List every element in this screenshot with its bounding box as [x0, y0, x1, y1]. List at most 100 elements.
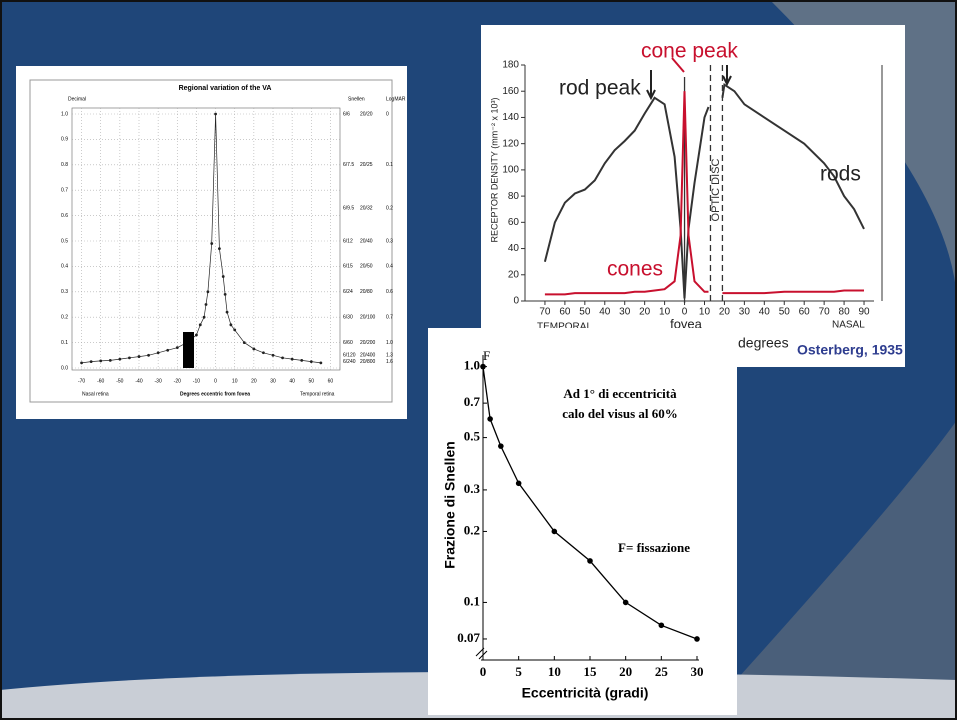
- x-tick-label: 10: [548, 664, 561, 679]
- slide-shape: [700, 0, 957, 720]
- y-tick-label: 0.3: [464, 481, 481, 496]
- data-point: [214, 112, 217, 116]
- y-tick-label: 0.07: [457, 630, 480, 645]
- y-tick-label: 0.2: [464, 522, 480, 537]
- snellen-us-label: 20/200: [360, 340, 376, 346]
- y-tick-label: 0.3: [61, 289, 68, 295]
- data-point: [128, 356, 131, 360]
- logmar-label: 0.1: [386, 162, 393, 168]
- annotation: NASAL: [832, 320, 865, 331]
- annotation: Ad 1° di eccentricità: [563, 386, 677, 401]
- data-point: [99, 359, 103, 363]
- arrow: [646, 70, 656, 101]
- y-tick-label: 0.2: [61, 315, 68, 321]
- y-axis-label: RECEPTOR DENSITY (mm⁻² x 10³): [489, 98, 499, 243]
- snellen-label: 6/9.5: [343, 205, 354, 211]
- data-point: [300, 358, 304, 362]
- data-point: [202, 315, 206, 319]
- snellen-us-label: 20/20: [360, 111, 373, 117]
- x-tick-label: 60: [559, 307, 571, 318]
- x-tick-label: -50: [116, 378, 123, 384]
- logmar-label: 0.6: [386, 289, 393, 295]
- plot-frame: [71, 107, 341, 371]
- x-tick-label: 20: [719, 307, 731, 318]
- slide-shape: [770, 0, 957, 300]
- data-point: [319, 361, 323, 365]
- snellen-us-label: 20/40: [360, 238, 373, 244]
- snellen-us-label: 20/50: [360, 264, 373, 270]
- data-line: [544, 91, 864, 296]
- y-tick-label: 0.0: [61, 365, 68, 371]
- x-tick-label: 0: [214, 378, 217, 384]
- data-point: [242, 341, 246, 344]
- x-tick-label: -60: [97, 378, 104, 384]
- x-tick-label: 30: [739, 307, 751, 318]
- snellen-us-label: 20/25: [360, 162, 373, 168]
- data-point: [108, 358, 112, 362]
- logmar-label: 1.0: [386, 340, 393, 346]
- x-tick-label: 25: [655, 664, 669, 679]
- x-tick-label: 30: [270, 378, 276, 384]
- temporal-note: Temporal retina: [300, 391, 335, 397]
- x-tick-label: -10: [193, 378, 200, 384]
- data-point: [551, 528, 558, 535]
- data-point: [515, 480, 522, 487]
- x-tick-label: 90: [858, 307, 870, 318]
- snellen-label: 6/12: [343, 238, 353, 244]
- y-axis-label: Frazione di Snellen: [442, 441, 458, 569]
- snellen-label: 6/6: [343, 111, 350, 117]
- y-tick-label: 80: [508, 191, 520, 202]
- annotation: fovea: [670, 316, 703, 331]
- x-tick-label: 60: [799, 307, 811, 318]
- data-line: [543, 83, 865, 299]
- chart-panel: [428, 328, 737, 715]
- data-point: [229, 323, 233, 327]
- y-tick-label: 160: [502, 86, 519, 97]
- annotation: calo del visus al 60%: [562, 406, 678, 421]
- y-tick-label: 0.7: [61, 188, 68, 194]
- data-point: [221, 275, 225, 278]
- data-point: [498, 443, 504, 449]
- snellen-label: 6/120: [343, 353, 356, 359]
- data-point: [204, 303, 208, 306]
- data-point: [658, 622, 665, 629]
- x-tick-label: 20: [619, 664, 632, 679]
- x-tick-label: 70: [819, 307, 831, 318]
- data-point: [89, 360, 93, 364]
- x-tick-label: 50: [779, 307, 791, 318]
- x-tick-label: 50: [579, 307, 591, 318]
- y-tick-label: 20: [508, 269, 520, 280]
- x-tick-label: 40: [759, 307, 771, 318]
- data-point: [480, 363, 486, 370]
- data-point: [309, 360, 313, 364]
- data-point: [195, 333, 198, 337]
- logmar-label: 0.3: [386, 238, 393, 244]
- data-point: [206, 290, 210, 294]
- snellen-label: 6/30: [343, 315, 353, 321]
- data-point: [175, 346, 179, 350]
- y-axis-label: Decimal: [68, 96, 86, 102]
- snellen-us-label: 20/100: [360, 315, 376, 321]
- logmar-label: 0: [386, 111, 389, 117]
- y-tick-label: 1.0: [61, 111, 68, 117]
- x-tick-label: 70: [539, 307, 551, 318]
- x-tick-label: 0: [682, 307, 688, 318]
- snellen-label: 6/60: [343, 340, 353, 346]
- y-tick-label: 0.9: [61, 137, 68, 143]
- data-point: [622, 599, 629, 606]
- x-tick-label: 50: [309, 378, 315, 384]
- y-tick-label: 0.5: [464, 429, 481, 444]
- data-point: [271, 353, 275, 357]
- data-point: [487, 416, 493, 422]
- annotation: rod peak: [559, 77, 641, 100]
- annotation: degrees: [738, 335, 789, 351]
- y-tick-label: 1.0: [464, 358, 480, 373]
- y-tick-label: 0.1: [464, 593, 480, 608]
- snellen-us-label: 20/80: [360, 289, 373, 295]
- y-tick-label: 140: [502, 112, 519, 123]
- x-axis-label: Eccentricità (gradi): [522, 685, 649, 701]
- data-point: [290, 357, 294, 361]
- data-point: [147, 353, 150, 357]
- logmar-label: 1.3: [386, 353, 393, 359]
